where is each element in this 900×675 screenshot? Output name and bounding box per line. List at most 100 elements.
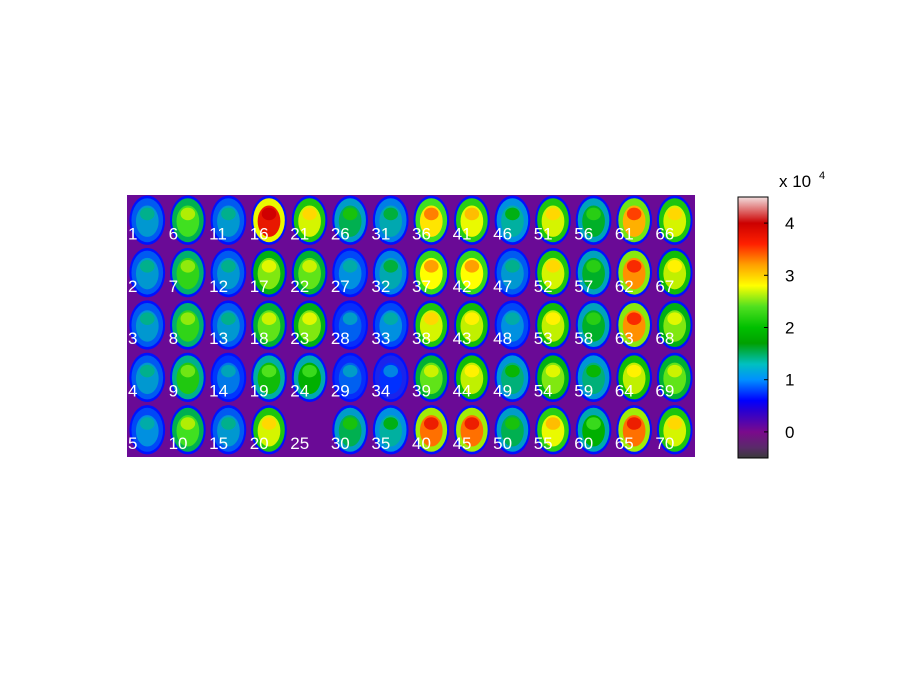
tile-number-label: 15 bbox=[209, 434, 228, 453]
slice-hotspot bbox=[221, 260, 236, 273]
slice-hotspot bbox=[261, 312, 277, 325]
slice-hotspot bbox=[545, 260, 561, 273]
slice-hotspot bbox=[180, 417, 196, 430]
tile-number-label: 50 bbox=[493, 434, 512, 453]
montage-tile: 69 bbox=[655, 352, 693, 403]
slice-hotspot bbox=[221, 364, 236, 378]
tile-number-label: 9 bbox=[169, 382, 178, 401]
tile-number-label: 58 bbox=[574, 329, 593, 348]
montage-tile: 5 bbox=[128, 405, 166, 455]
montage-tile: 35 bbox=[371, 405, 409, 455]
tile-number-label: 53 bbox=[534, 329, 553, 348]
tile-number-label: 11 bbox=[209, 224, 227, 243]
tile-number-label: 13 bbox=[209, 329, 228, 348]
tile-number-label: 27 bbox=[331, 277, 350, 296]
tile-number-label: 63 bbox=[615, 329, 634, 348]
tile-number-label: 41 bbox=[453, 224, 472, 243]
slice-hotspot bbox=[464, 207, 480, 221]
montage-tile: 27 bbox=[331, 247, 368, 298]
slice-hotspot bbox=[626, 207, 642, 221]
tile-number-label: 23 bbox=[290, 329, 309, 348]
slice-hotspot bbox=[383, 312, 399, 325]
tile-number-label: 39 bbox=[412, 382, 431, 401]
slice-hotspot bbox=[586, 260, 601, 273]
tile-number-label: 67 bbox=[655, 277, 674, 296]
tile-number-label: 43 bbox=[453, 329, 472, 348]
slice-hotspot bbox=[342, 417, 358, 430]
montage-tile: 48 bbox=[493, 300, 531, 350]
montage-tile: 45 bbox=[453, 405, 490, 455]
slice-hotspot bbox=[505, 207, 520, 221]
tile-number-label: 25 bbox=[290, 434, 309, 453]
slice-hotspot bbox=[180, 312, 196, 325]
slice-hotspot bbox=[626, 260, 642, 273]
slice-hotspot bbox=[423, 207, 439, 221]
slice-hotspot bbox=[221, 312, 236, 325]
colorbar-tick-label: 0 bbox=[785, 423, 794, 442]
slice-hotspot bbox=[261, 207, 277, 221]
colorbar-multiplier: x 10 bbox=[779, 172, 811, 191]
colorbar bbox=[737, 196, 769, 459]
montage-tile: 11 bbox=[209, 195, 247, 245]
tile-number-label: 1 bbox=[128, 224, 137, 243]
slice-hotspot bbox=[667, 417, 683, 430]
tile-number-label: 4 bbox=[128, 382, 137, 401]
montage-tile: 51 bbox=[534, 195, 571, 245]
slice-hotspot bbox=[586, 417, 601, 430]
montage-tile: 57 bbox=[574, 247, 612, 298]
montage-tile: 30 bbox=[331, 405, 368, 455]
slice-hotspot bbox=[545, 207, 561, 221]
tile-number-label: 2 bbox=[128, 277, 137, 296]
slice-hotspot bbox=[139, 364, 155, 378]
slice-hotspot bbox=[221, 417, 236, 430]
montage-tile: 33 bbox=[371, 300, 409, 350]
montage-tile: 20 bbox=[250, 405, 287, 455]
montage-tile: 4 bbox=[128, 352, 166, 403]
tile-number-label: 52 bbox=[534, 277, 553, 296]
montage-tile: 12 bbox=[209, 247, 247, 298]
montage-tile: 14 bbox=[209, 352, 247, 403]
colorbar-tick-label: 3 bbox=[785, 266, 794, 285]
slice-hotspot bbox=[667, 260, 683, 273]
slice-hotspot bbox=[505, 417, 520, 430]
montage-tile: 54 bbox=[534, 352, 571, 403]
tile-number-label: 68 bbox=[655, 329, 674, 348]
montage-tile: 44 bbox=[453, 352, 490, 403]
slice-hotspot bbox=[383, 260, 399, 273]
slice-hotspot bbox=[505, 312, 520, 325]
slice-hotspot bbox=[180, 207, 196, 221]
montage-tile: 58 bbox=[574, 300, 612, 350]
tile-number-label: 59 bbox=[574, 382, 593, 401]
tile-number-label: 30 bbox=[331, 434, 350, 453]
colorbar-tick-label: 1 bbox=[785, 371, 794, 390]
tile-number-label: 33 bbox=[371, 329, 390, 348]
slice-hotspot bbox=[464, 312, 480, 325]
montage-tile: 2 bbox=[128, 247, 166, 298]
colorbar-tick-label: 4 bbox=[785, 214, 794, 233]
slice-hotspot bbox=[505, 364, 520, 378]
tile-number-label: 10 bbox=[169, 434, 188, 453]
montage-tile: 18 bbox=[250, 300, 287, 350]
tile-number-label: 22 bbox=[290, 277, 309, 296]
colorbar-tick-label: 2 bbox=[785, 319, 794, 338]
montage-tile: 64 bbox=[615, 352, 652, 403]
tile-number-label: 20 bbox=[250, 434, 269, 453]
montage-tile: 59 bbox=[574, 352, 612, 403]
colorbar-ticks: 0 1 2 3 4 bbox=[764, 214, 794, 442]
tile-number-label: 37 bbox=[412, 277, 431, 296]
montage-tile: 8 bbox=[169, 300, 206, 350]
tile-number-label: 29 bbox=[331, 382, 350, 401]
slice-hotspot bbox=[383, 417, 399, 430]
tile-number-label: 57 bbox=[574, 277, 593, 296]
montage-tile: 40 bbox=[412, 405, 450, 455]
tile-number-label: 66 bbox=[655, 224, 674, 243]
tile-number-label: 7 bbox=[169, 277, 178, 296]
tile-number-label: 35 bbox=[371, 434, 390, 453]
tile-number-label: 45 bbox=[453, 434, 472, 453]
tile-number-label: 3 bbox=[128, 329, 137, 348]
slice-hotspot bbox=[383, 364, 399, 378]
tile-number-label: 32 bbox=[371, 277, 390, 296]
tile-number-label: 26 bbox=[331, 224, 350, 243]
slice-hotspot bbox=[180, 364, 196, 378]
